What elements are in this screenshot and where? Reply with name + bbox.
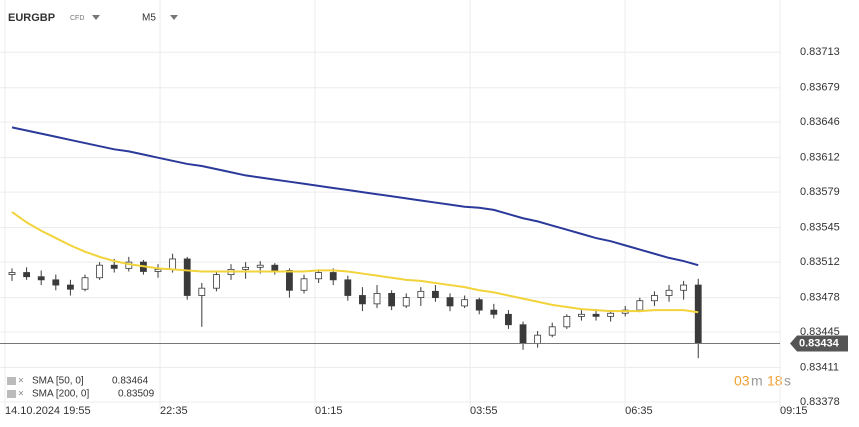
- legend-icon: [7, 377, 16, 385]
- candle-body: [52, 279, 60, 286]
- x-tick-label: 22:35: [160, 405, 188, 417]
- countdown-minutes: 03: [734, 373, 750, 389]
- y-tick-label: 0.83478: [800, 291, 840, 303]
- price-tag: [790, 335, 848, 352]
- legend-name: SMA [50, 0]: [32, 376, 84, 387]
- y-tick-label: 0.83545: [800, 222, 840, 234]
- y-tick-label: 0.83411: [800, 361, 839, 373]
- legend-value: 0.83464: [112, 376, 149, 387]
- candle-body: [329, 272, 337, 281]
- candle-body: [271, 264, 279, 271]
- candle-body: [665, 289, 673, 296]
- symbol-dropdown[interactable]: [92, 15, 100, 20]
- candles: [8, 253, 702, 359]
- candle-body: [417, 290, 425, 298]
- candle-body: [300, 278, 308, 291]
- y-tick-label: 0.83646: [800, 116, 840, 128]
- candle-body: [402, 297, 410, 307]
- candle-body: [110, 264, 118, 269]
- candle-body: [548, 326, 556, 336]
- candle-body: [213, 274, 220, 289]
- legend-icon: [7, 390, 16, 398]
- x-tick-label: 01:15: [315, 405, 343, 417]
- x-tick-label: 09:15: [780, 405, 808, 417]
- y-tick-label: 0.83378: [800, 396, 840, 408]
- candle-body: [242, 266, 250, 270]
- candle-body: [286, 270, 293, 291]
- candle-body: [578, 313, 585, 317]
- candle-body: [563, 315, 571, 328]
- candle-body: [81, 277, 89, 290]
- countdown-m: m: [751, 373, 763, 389]
- countdown-seconds: 18: [767, 373, 783, 389]
- candle-body: [446, 297, 454, 307]
- candle-body: [344, 279, 352, 296]
- legend-value: 0.83509: [118, 389, 155, 400]
- candle-body: [256, 264, 264, 268]
- candle-body: [198, 287, 206, 296]
- candle-body: [315, 272, 323, 280]
- candle-body: [680, 284, 688, 291]
- candle-body: [169, 258, 177, 270]
- candle-body: [8, 272, 16, 276]
- countdown: 03 m 18 s: [734, 373, 791, 389]
- price-label: 0.83434: [799, 337, 840, 349]
- candle-body: [432, 290, 439, 298]
- instrument-kind: CFD: [70, 15, 84, 22]
- candle-body: [475, 299, 483, 311]
- sma-line: [11, 126, 699, 267]
- candle-body: [154, 268, 162, 272]
- legend-close[interactable]: ×: [18, 389, 24, 400]
- y-tick-label: 0.83713: [800, 46, 840, 58]
- candle-body: [388, 293, 396, 307]
- y-tick-label: 0.83445: [800, 326, 840, 338]
- y-tick-label: 0.83579: [800, 186, 840, 198]
- x-tick-label: 14.10.2024 19:55: [5, 405, 91, 417]
- candle-body: [505, 313, 512, 326]
- candle-body: [373, 293, 381, 305]
- candle-body: [519, 324, 527, 344]
- y-tick-label: 0.83512: [800, 256, 840, 268]
- y-tick-label: 0.83612: [800, 152, 840, 164]
- candle-body: [636, 300, 644, 311]
- x-tick-label: 03:55: [470, 405, 498, 417]
- timeframe-dropdown[interactable]: [170, 15, 178, 20]
- candle-body: [694, 284, 702, 344]
- candle-body: [461, 299, 469, 307]
- x-tick-label: 06:35: [625, 405, 653, 417]
- candle-body: [490, 309, 498, 315]
- candle-body: [607, 312, 615, 317]
- candle-body: [23, 272, 31, 278]
- candle-body: [534, 334, 542, 344]
- candle-body: [96, 264, 104, 279]
- candle-body: [183, 258, 191, 296]
- sma-line: [11, 211, 699, 314]
- candle-body: [359, 295, 366, 305]
- legend-close[interactable]: ×: [18, 376, 24, 387]
- candle-body: [651, 295, 658, 302]
- grid: [0, 0, 781, 410]
- countdown-s: s: [784, 373, 791, 389]
- candle-body: [67, 284, 74, 290]
- symbol[interactable]: EURGBP: [8, 12, 55, 24]
- legend-name: SMA [200, 0]: [32, 389, 89, 400]
- timeframe[interactable]: M5: [142, 13, 156, 24]
- y-tick-label: 0.83679: [800, 82, 840, 94]
- candle-body: [592, 313, 600, 317]
- candle-body: [37, 276, 45, 281]
